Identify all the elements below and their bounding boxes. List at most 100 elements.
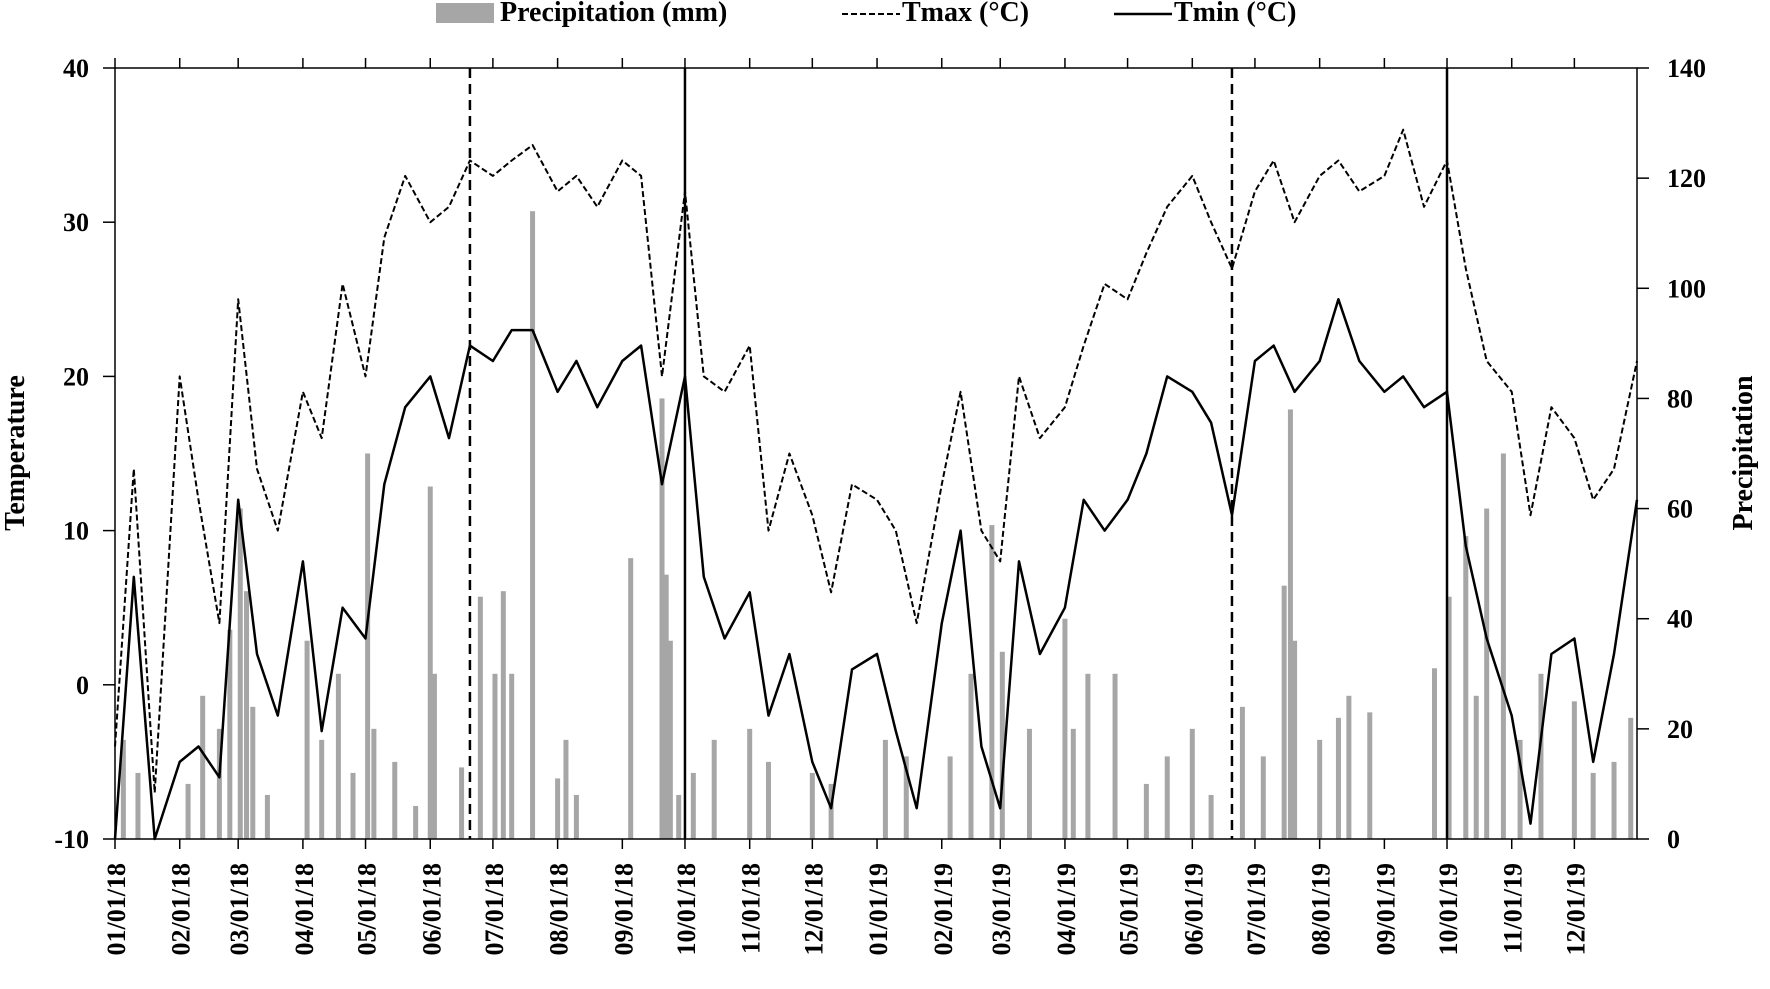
precip-bar — [667, 640, 673, 839]
precip-bar — [1473, 695, 1479, 839]
y-right-tick-label: 40 — [1667, 605, 1693, 634]
x-tick-label: 01/01/19 — [864, 863, 893, 955]
precip-bar — [573, 794, 579, 839]
precip-bar — [663, 574, 669, 839]
precip-bar — [200, 695, 206, 839]
x-tick-label: 08/01/19 — [1307, 863, 1336, 955]
precip-bar — [431, 673, 437, 839]
precip-bar — [530, 211, 536, 839]
x-tick-label: 03/01/19 — [987, 863, 1016, 955]
precip-bar — [459, 767, 465, 839]
x-tick-label: 11/01/18 — [737, 863, 766, 954]
precip-bar — [1062, 618, 1068, 839]
left-axis: -10 0 10 20 30 40 — [54, 54, 115, 854]
precip-bar — [1628, 717, 1634, 839]
precip-bar — [1281, 585, 1287, 839]
x-tick-label: 05/01/18 — [353, 863, 382, 955]
x-tick-label: 10/01/19 — [1434, 863, 1463, 955]
y-right-tick-label: 140 — [1667, 54, 1706, 83]
x-tick-label: 01/01/18 — [102, 863, 131, 955]
precip-bar — [244, 591, 250, 839]
tmin-line — [113, 298, 1639, 841]
precip-bar — [989, 525, 995, 839]
y-left-tick-label: -10 — [54, 825, 89, 854]
precip-bar — [690, 772, 696, 839]
legend: Precipitation (mm) Tmax (°C) Tmin (°C) — [436, 0, 1296, 28]
precip-bar — [1112, 673, 1118, 839]
precip-bar — [1367, 712, 1373, 839]
precip-bar — [120, 739, 126, 839]
x-tick-label: 04/01/18 — [290, 863, 319, 955]
precip-bar — [1590, 772, 1596, 839]
precip-bar — [903, 756, 909, 839]
reference-lines — [468, 68, 1449, 839]
precip-bar — [1260, 756, 1266, 839]
precip-bar — [413, 805, 419, 839]
precip-bar — [1484, 508, 1490, 839]
precip-bar — [563, 739, 569, 839]
precip-bar — [392, 761, 398, 839]
tmax-line — [114, 128, 1638, 794]
x-axis: 01/01/18 02/01/18 03/01/18 04/01/18 05/01/18… — [102, 58, 1590, 955]
y-right-tick-label: 20 — [1667, 715, 1693, 744]
precip-bar — [227, 629, 233, 839]
y-left-tick-label: 0 — [76, 671, 89, 700]
precip-bar — [676, 794, 682, 839]
precip-bar — [1446, 596, 1452, 839]
precip-bar — [628, 558, 634, 839]
x-tick-label: 02/01/18 — [167, 863, 196, 955]
precip-bar — [1208, 794, 1214, 839]
precip-bar — [427, 486, 433, 839]
x-tick-label: 07/01/19 — [1242, 863, 1271, 955]
precip-bar — [135, 772, 141, 839]
precip-bar — [659, 398, 665, 839]
precip-bar — [500, 591, 506, 839]
precip-bar — [1085, 673, 1091, 839]
precip-bar — [555, 778, 561, 839]
precip-bar — [1335, 717, 1341, 839]
precip-bar — [747, 728, 753, 839]
precip-bar — [185, 783, 191, 839]
precip-bar — [1189, 728, 1195, 839]
precip-bar — [828, 783, 834, 839]
y-right-tick-label: 120 — [1667, 164, 1706, 193]
precip-bar — [999, 651, 1005, 839]
precip-bar — [1571, 701, 1577, 839]
precip-bar — [1538, 673, 1544, 839]
y-left-tick-label: 20 — [63, 362, 89, 391]
precip-bar — [809, 772, 815, 839]
precip-bar — [264, 794, 270, 839]
precip-bar — [1026, 728, 1032, 839]
precip-bar — [335, 673, 341, 839]
precip-bar — [371, 728, 377, 839]
precip-bar — [1143, 783, 1149, 839]
precip-bar — [237, 508, 243, 839]
y-left-title: Temperature — [0, 375, 31, 531]
x-tick-label: 12/01/19 — [1561, 863, 1590, 955]
x-tick-label: 06/01/19 — [1179, 863, 1208, 955]
x-tick-label: 03/01/18 — [225, 863, 254, 955]
legend-precip-label: Precipitation (mm) — [500, 0, 727, 28]
x-tick-label: 09/01/19 — [1371, 863, 1400, 955]
precip-bar — [1070, 728, 1076, 839]
y-left-tick-label: 30 — [63, 208, 89, 237]
y-right-title: Precipitation — [1728, 375, 1759, 530]
x-tick-label: 02/01/19 — [929, 863, 958, 955]
legend-precip-swatch — [436, 3, 494, 23]
precip-bar — [1431, 668, 1437, 839]
y-right-tick-label: 0 — [1667, 825, 1680, 854]
x-tick-label: 04/01/19 — [1052, 863, 1081, 955]
precip-bar — [477, 596, 483, 839]
x-tick-label: 08/01/18 — [545, 863, 574, 955]
precip-bar — [1317, 739, 1323, 839]
precip-bar — [765, 761, 771, 839]
precip-bar — [947, 756, 953, 839]
right-axis: 0 20 40 60 80 100 120 140 — [1637, 54, 1706, 854]
precip-bar — [1287, 409, 1293, 839]
precip-bar — [1500, 453, 1506, 839]
precip-bar — [250, 706, 256, 839]
precip-bar — [319, 739, 325, 839]
x-tick-label: 05/01/19 — [1115, 863, 1144, 955]
precip-bar — [711, 739, 717, 839]
